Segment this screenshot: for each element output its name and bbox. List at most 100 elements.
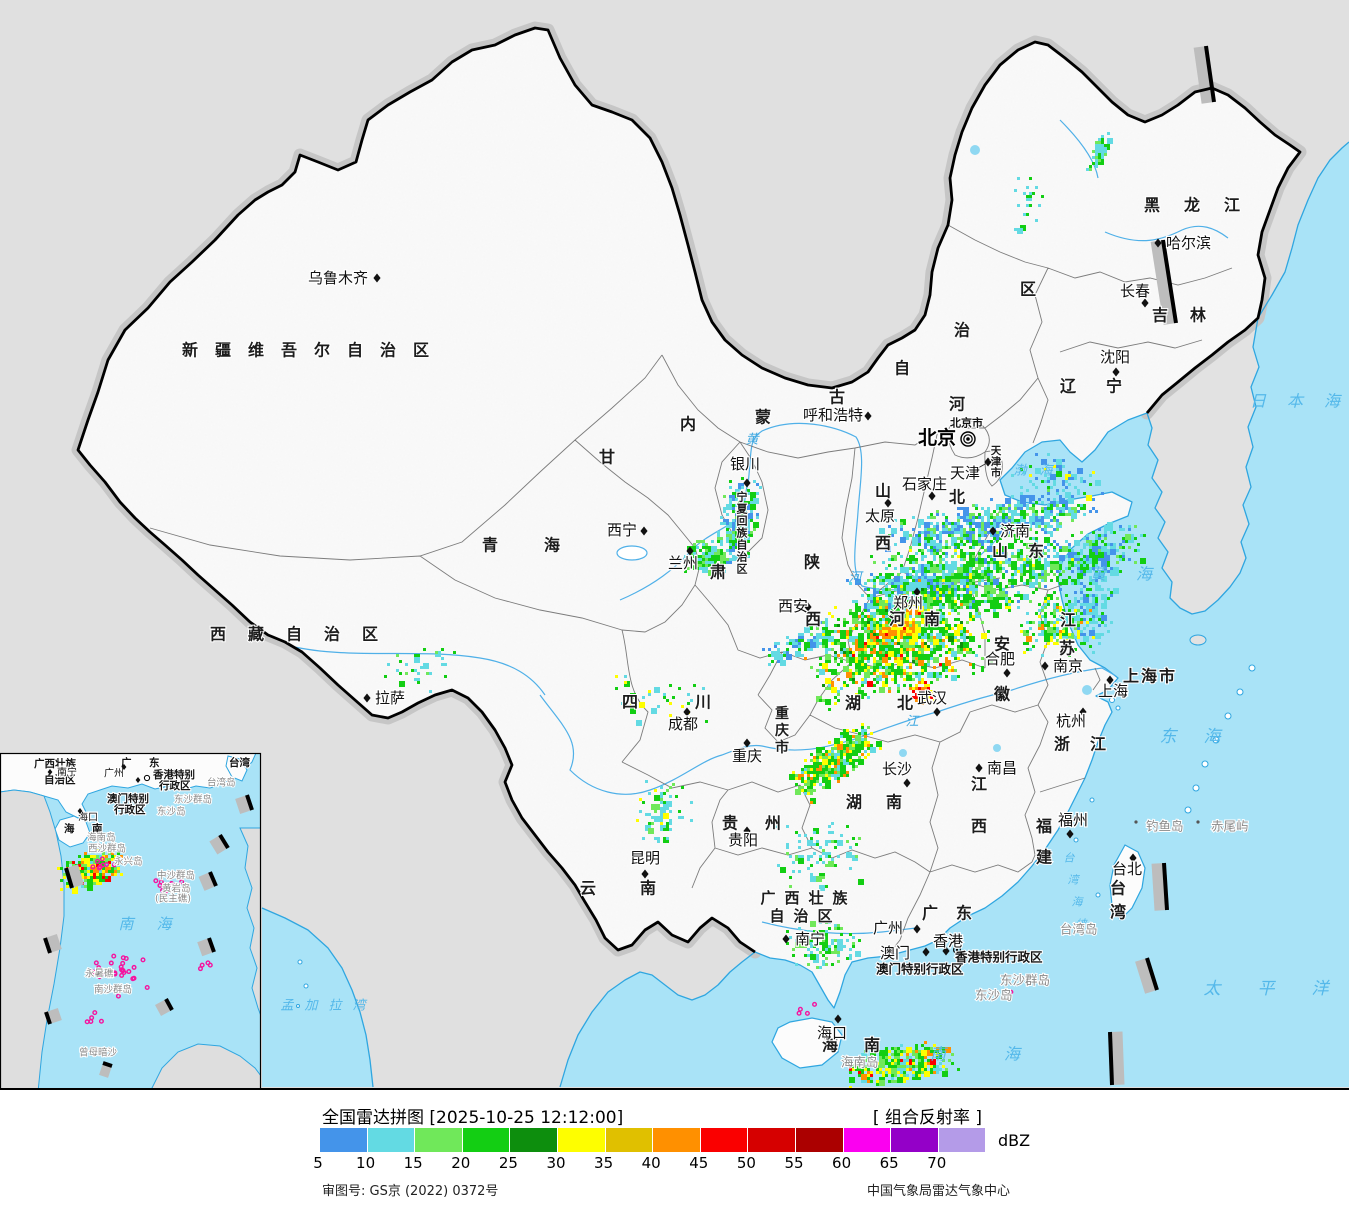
radar-echo-pixel [927,612,930,615]
radar-echo-pixel [891,609,894,612]
radar-echo-pixel [918,615,921,618]
radar-echo-pixel [879,1071,882,1074]
radar-echo-pixel [969,618,972,621]
radar-echo-pixel [948,1059,951,1062]
radar-echo-pixel [915,570,918,573]
radar-echo-pixel [777,654,783,660]
radar-echo-pixel [861,651,864,654]
radar-echo-pixel [876,609,879,612]
radar-echo-pixel [981,531,984,534]
radar-echo-pixel [729,549,732,552]
radar-echo-pixel [807,777,810,780]
radar-echo-pixel [1056,513,1059,516]
radar-echo-pixel [855,666,858,669]
radar-echo-pixel [990,594,993,597]
radar-echo-pixel [1092,615,1095,618]
radar-echo-pixel [1086,558,1089,561]
radar-echo-pixel [972,576,975,579]
radar-echo-pixel [891,630,894,633]
radar-echo-pixel [801,942,807,948]
radar-echo-pixel [1047,516,1050,519]
radar-echo-pixel [915,534,918,537]
radar-echo-pixel [963,507,969,513]
radar-echo-pixel [1041,606,1044,609]
radar-echo-pixel [945,582,948,585]
radar-echo-pixel [981,579,984,582]
radar-echo-pixel [918,576,921,579]
radar-echo-pixel [999,582,1002,585]
radar-echo-pixel [813,774,816,777]
radar-echo-pixel [873,645,876,648]
taihu-lake [1082,685,1092,695]
radar-echo-pixel [921,531,924,534]
radar-echo-pixel [906,1053,909,1056]
radar-echo-pixel [1053,624,1056,627]
radar-echo-pixel [936,1053,939,1056]
radar-echo-pixel [975,594,978,597]
radar-echo-pixel [984,573,987,576]
radar-echo-pixel [888,1065,891,1068]
radar-echo-pixel [918,633,921,636]
radar-echo-pixel [1020,507,1023,510]
radar-echo-pixel [873,612,876,615]
radar-echo-pixel [996,537,999,540]
lakes [616,145,1092,757]
radar-echo-pixel [1077,492,1080,495]
radar-echo-pixel [822,756,825,759]
radar-echo-pixel [864,603,867,606]
radar-echo-pixel [828,741,831,744]
radar-echo-pixel [1074,612,1077,615]
radar-echo-pixel [999,537,1002,540]
radar-echo-pixel [1044,636,1050,642]
radar-echo-pixel [1083,546,1086,549]
radar-echo-pixel [804,765,807,768]
radar-echo-pixel [1005,594,1008,597]
radar-echo-pixel [975,570,978,573]
radar-echo-pixel [885,642,888,645]
radar-echo-pixel [1011,555,1014,558]
radar-echo-pixel [840,687,843,690]
radar-echo-pixel [915,642,918,645]
radar-echo-pixel [846,771,849,774]
radar-echo-pixel [945,1047,951,1053]
radar-echo-pixel [879,633,882,636]
radar-echo-pixel [981,600,984,603]
radar-echo-pixel [1083,585,1086,588]
radar-echo-pixel [930,585,933,588]
radar-echo-pixel [969,579,972,582]
radar-echo-pixel [915,1050,918,1053]
radar-echo-pixel [828,771,831,774]
radar-echo-pixel [813,765,816,768]
radar-echo-pixel [912,672,915,675]
radar-echo-pixel [969,591,972,594]
radar-echo-pixel [972,570,975,573]
radar-echo-pixel [885,672,888,675]
radar-echo-pixel [855,759,858,762]
radar-echo-pixel [711,564,714,567]
radar-echo-pixel [891,579,894,582]
radar-echo-pixel [1029,522,1032,525]
radar-echo-pixel [828,612,831,615]
radar-echo-pixel [855,681,858,684]
radar-echo-pixel [1047,504,1050,507]
radar-echo-pixel [738,543,741,546]
radar-echo-pixel [1035,639,1038,642]
radar-echo-pixel [1074,627,1077,630]
radar-echo-pixel [942,669,945,672]
radar-echo-pixel [912,576,915,579]
radar-echo-pixel [921,585,924,588]
radar-echo-pixel [990,543,993,546]
radar-echo-pixel [744,519,747,522]
radar-echo-pixel [840,942,843,945]
radar-echo-pixel [795,963,798,966]
radar-echo-pixel [858,651,861,654]
radar-echo-pixel [1062,627,1065,630]
radar-echo-pixel [1068,558,1071,561]
radar-echo-pixel [885,1056,888,1059]
radar-echo-pixel [1005,570,1008,573]
radar-echo-pixel [885,567,888,570]
radar-echo-pixel [846,651,849,654]
radar-echo-pixel [852,1068,855,1071]
radar-echo-pixel [897,690,900,693]
radar-echo-pixel [813,789,816,792]
